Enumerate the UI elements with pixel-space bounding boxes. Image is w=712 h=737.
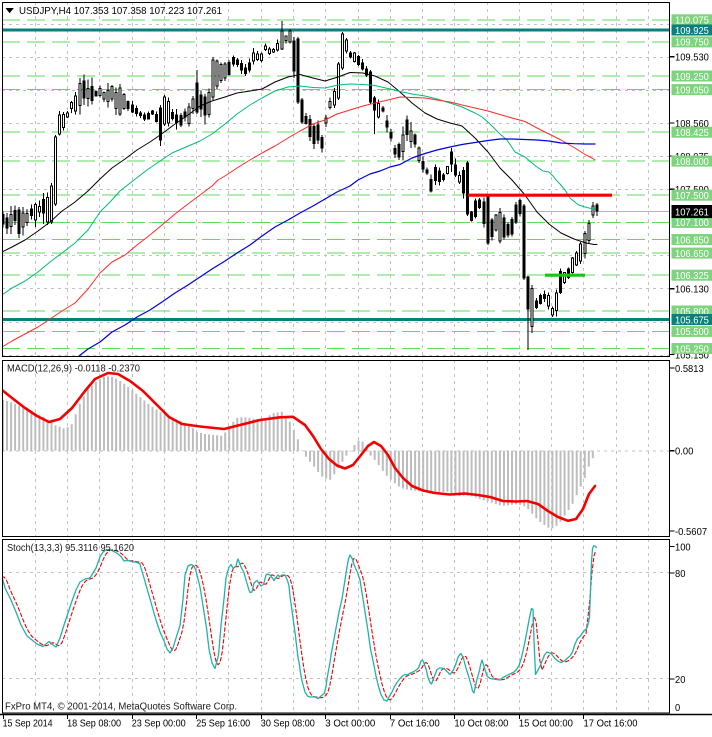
svg-text:17 Oct 16:00: 17 Oct 16:00 bbox=[584, 718, 638, 730]
svg-text:109.925: 109.925 bbox=[675, 26, 709, 37]
svg-text:107.100: 107.100 bbox=[675, 218, 709, 229]
svg-text:80: 80 bbox=[675, 569, 686, 580]
svg-text:108.425: 108.425 bbox=[675, 128, 709, 139]
svg-text:25 Sep 16:00: 25 Sep 16:00 bbox=[196, 718, 250, 730]
svg-text:MACD(12,26,9) -0.0118 -0.2370: MACD(12,26,9) -0.0118 -0.2370 bbox=[7, 363, 140, 375]
svg-text:3 Oct 00:00: 3 Oct 00:00 bbox=[325, 718, 375, 730]
svg-text:107.500: 107.500 bbox=[675, 191, 709, 202]
svg-text:105.675: 105.675 bbox=[675, 315, 709, 326]
svg-text:30 Sep 08:00: 30 Sep 08:00 bbox=[261, 718, 315, 730]
svg-text:10 Oct 08:00: 10 Oct 08:00 bbox=[454, 718, 508, 730]
svg-text:7 Oct 16:00: 7 Oct 16:00 bbox=[390, 718, 440, 730]
svg-text:FxPro MT4, © 2001-2014, MetaQu: FxPro MT4, © 2001-2014, MetaQuotes Softw… bbox=[5, 701, 237, 713]
svg-text:105.250: 105.250 bbox=[675, 344, 709, 355]
svg-text:15 Oct 00:00: 15 Oct 00:00 bbox=[519, 718, 573, 730]
svg-text:100: 100 bbox=[675, 542, 691, 553]
svg-text:0.5813: 0.5813 bbox=[675, 364, 704, 375]
svg-text:15 Sep 2014: 15 Sep 2014 bbox=[3, 718, 53, 730]
svg-text:USDJPY,H4 107.353 107.358 107: USDJPY,H4 107.353 107.358 107.223 107.26… bbox=[19, 5, 222, 17]
svg-text:109.750: 109.750 bbox=[675, 38, 709, 49]
svg-text:23 Sep 00:00: 23 Sep 00:00 bbox=[132, 718, 186, 730]
svg-text:Stoch(13,3,3) 95.3116 95.1620: Stoch(13,3,3) 95.3116 95.1620 bbox=[7, 542, 134, 554]
svg-text:0.00: 0.00 bbox=[675, 447, 694, 458]
svg-text:109.250: 109.250 bbox=[675, 72, 709, 83]
svg-text:18 Sep 08:00: 18 Sep 08:00 bbox=[67, 718, 121, 730]
svg-text:108.000: 108.000 bbox=[675, 157, 709, 168]
svg-text:109.530: 109.530 bbox=[675, 53, 709, 64]
svg-text:0: 0 bbox=[675, 703, 680, 714]
svg-text:109.050: 109.050 bbox=[675, 85, 709, 96]
svg-text:106.650: 106.650 bbox=[675, 249, 709, 260]
svg-text:106.130: 106.130 bbox=[675, 285, 709, 296]
svg-text:106.325: 106.325 bbox=[675, 271, 709, 282]
svg-text:-0.5607: -0.5607 bbox=[675, 527, 707, 538]
svg-text:105.500: 105.500 bbox=[675, 327, 709, 338]
svg-text:106.850: 106.850 bbox=[675, 235, 709, 246]
svg-text:107.261: 107.261 bbox=[675, 207, 709, 218]
svg-text:20: 20 bbox=[675, 675, 686, 686]
